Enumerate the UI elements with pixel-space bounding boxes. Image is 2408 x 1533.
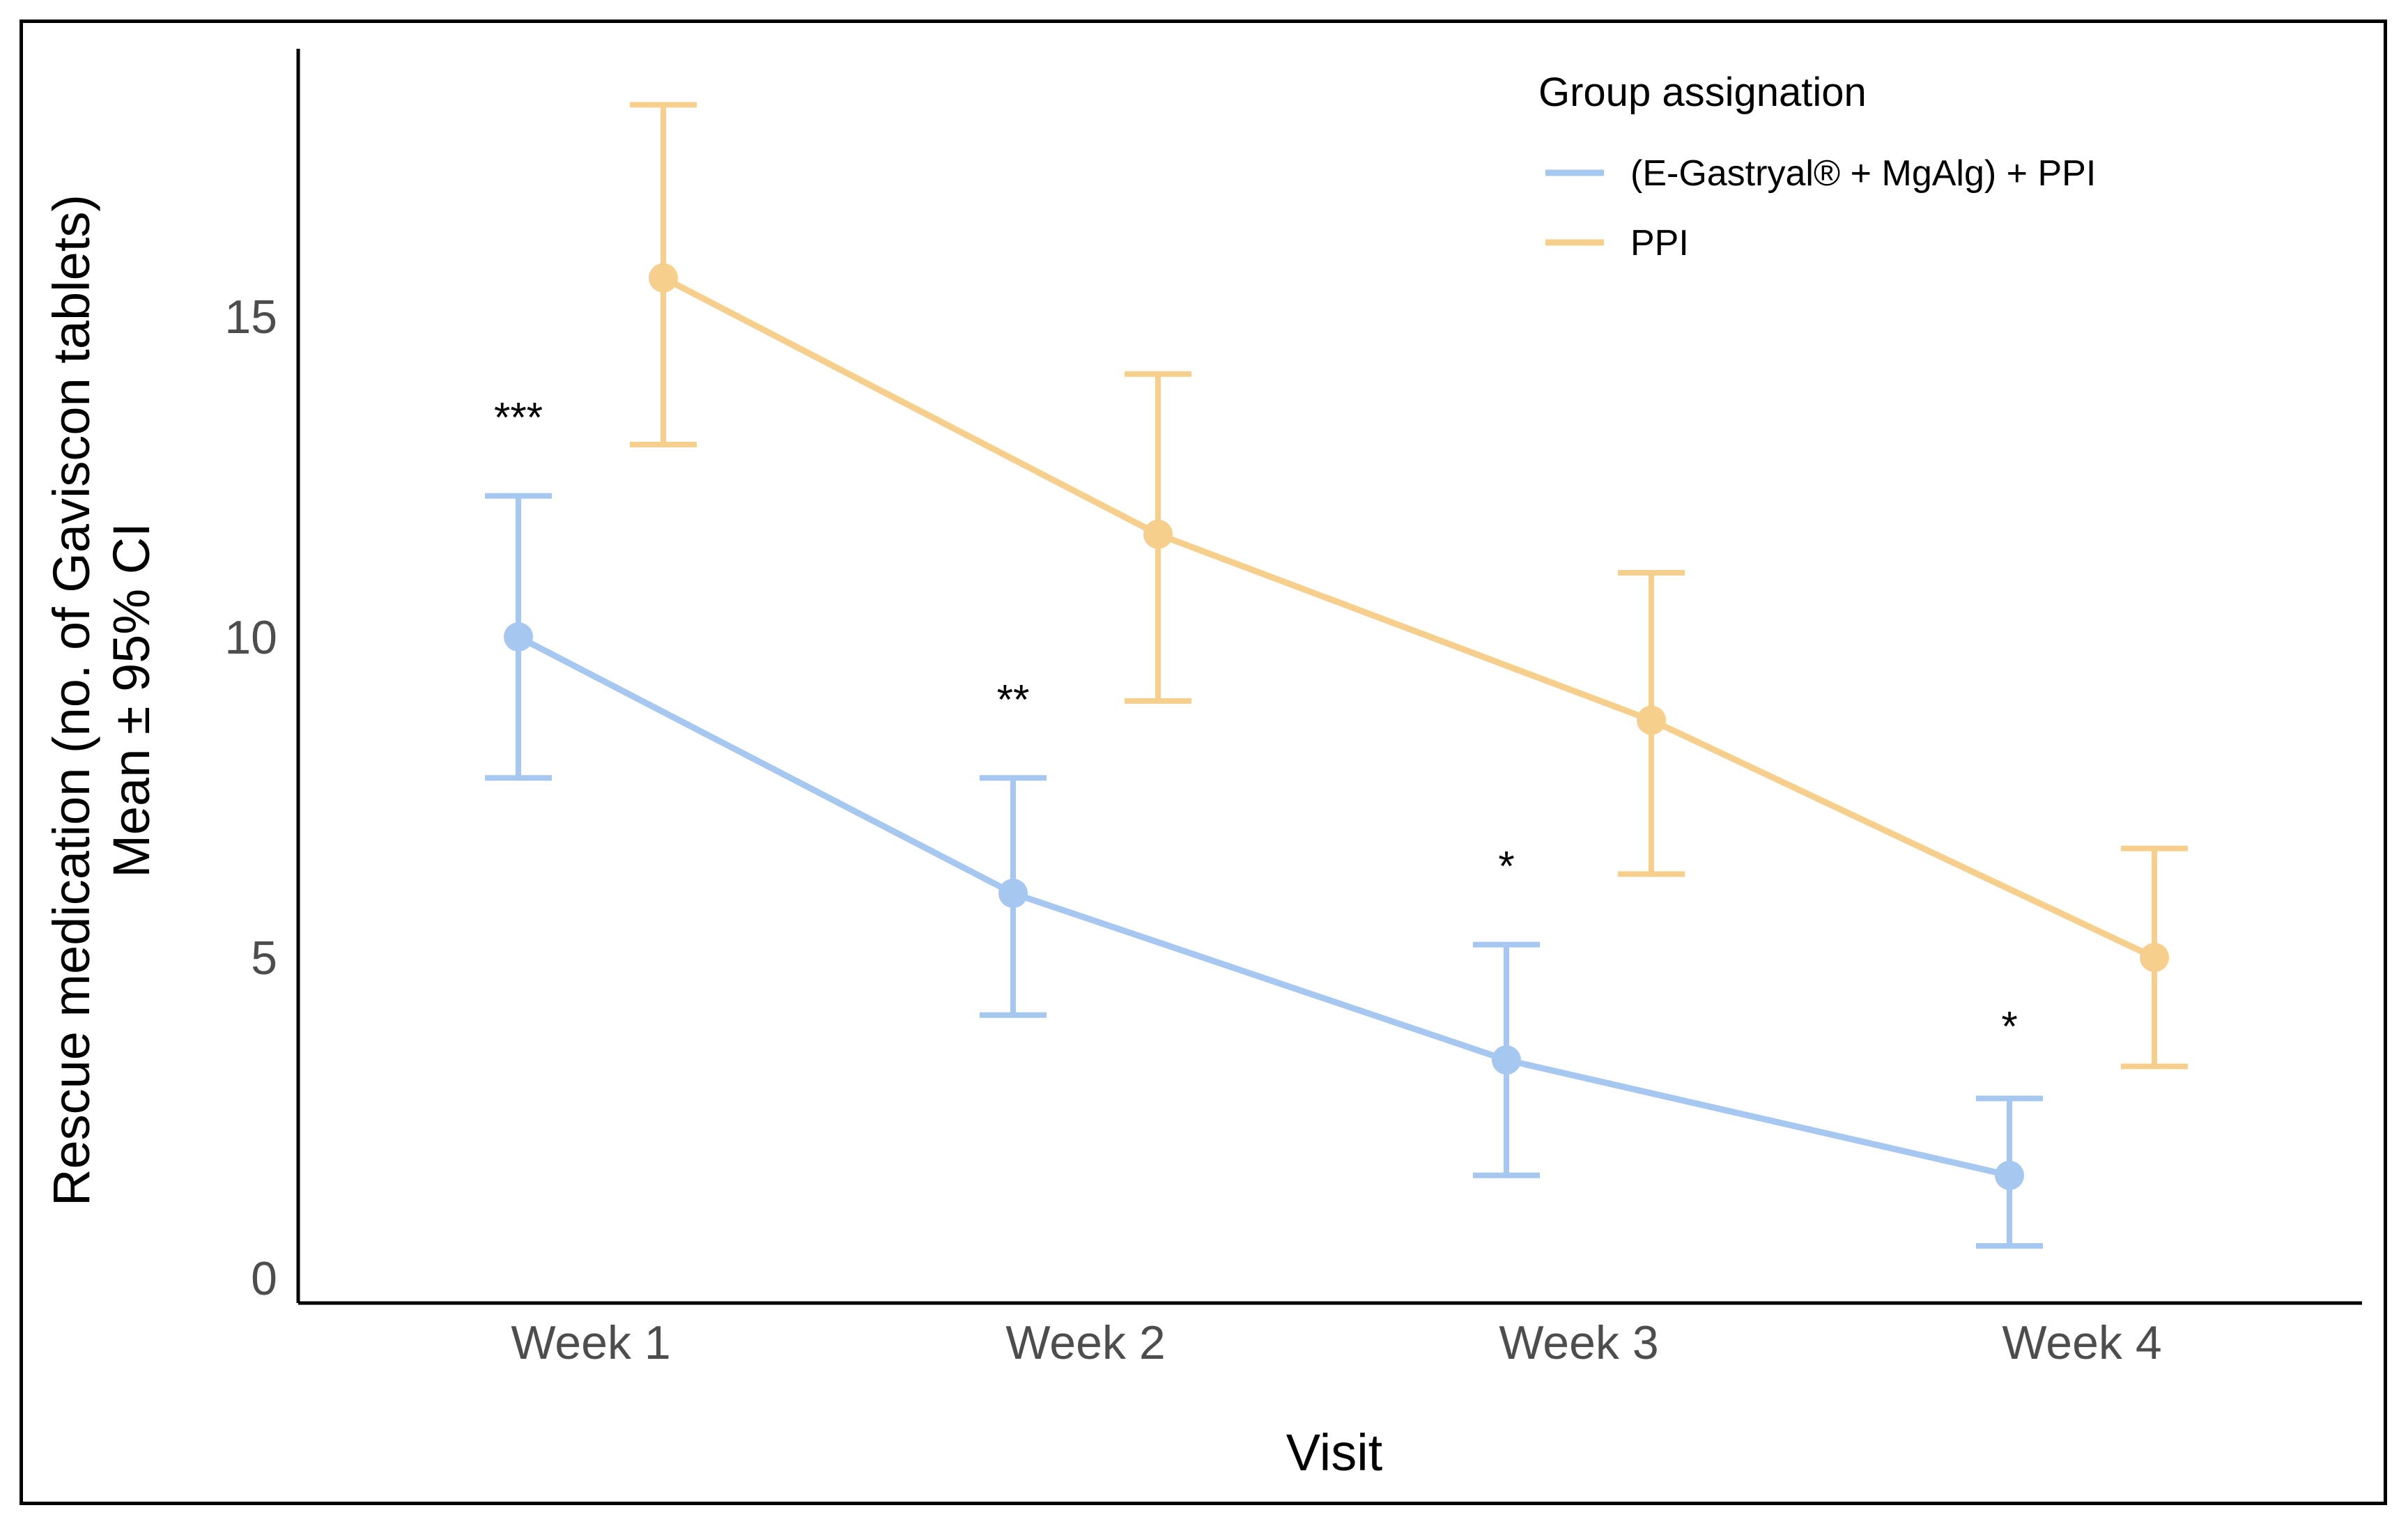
y-axis-title-line1: Rescue medication (no. of Gaviscon table… [43, 194, 100, 1206]
data-point [649, 263, 678, 293]
significance-annotations: ******* [494, 394, 2018, 1050]
y-tick-label-5: 5 [251, 932, 277, 985]
data-point [504, 622, 533, 652]
x-tick-labels: Week 1 Week 2 Week 3 Week 4 [511, 1316, 2161, 1369]
x-tick-label-week-3: Week 3 [1499, 1316, 1658, 1369]
x-axis-title: Visit [1286, 1424, 1383, 1481]
y-tick-label-0: 0 [251, 1252, 277, 1305]
significance-marker: * [2001, 1003, 2017, 1050]
y-tick-labels: 0 5 10 15 [224, 291, 277, 1305]
x-tick-label-week-1: Week 1 [511, 1316, 670, 1369]
x-tick-label-week-4: Week 4 [2002, 1316, 2161, 1369]
data-point [2140, 943, 2169, 972]
series-ppi [630, 102, 2188, 1070]
legend-title: Group assignation [1538, 70, 1867, 115]
series-line [661, 275, 2156, 961]
y-axis-title-line2: Mean ± 95% CI [102, 523, 160, 878]
figure-frame [20, 20, 2387, 1505]
y-tick-label-10: 10 [224, 611, 277, 664]
series-line [516, 634, 2011, 1179]
x-tick-label-week-2: Week 2 [1005, 1316, 1165, 1369]
series-layer [485, 102, 2188, 1249]
y-axis-title: Rescue medication (no. of Gaviscon table… [43, 194, 160, 1206]
legend: Group assignation (E-Gastryal® + MgAlg) … [1538, 70, 2096, 263]
data-point [1995, 1160, 2024, 1190]
series-combo [485, 493, 2043, 1249]
data-point [1637, 705, 1666, 735]
significance-marker: ** [997, 676, 1030, 723]
axes [296, 49, 2362, 1305]
legend-label-combo: (E-Gastryal® + MgAlg) + PPI [1630, 153, 2096, 194]
y-tick-label-15: 15 [224, 291, 277, 344]
significance-marker: * [1498, 843, 1514, 890]
significance-marker: *** [494, 394, 543, 441]
legend-label-ppi: PPI [1630, 223, 1689, 263]
data-point [998, 879, 1028, 908]
data-point [1492, 1045, 1521, 1075]
data-point [1143, 519, 1173, 549]
